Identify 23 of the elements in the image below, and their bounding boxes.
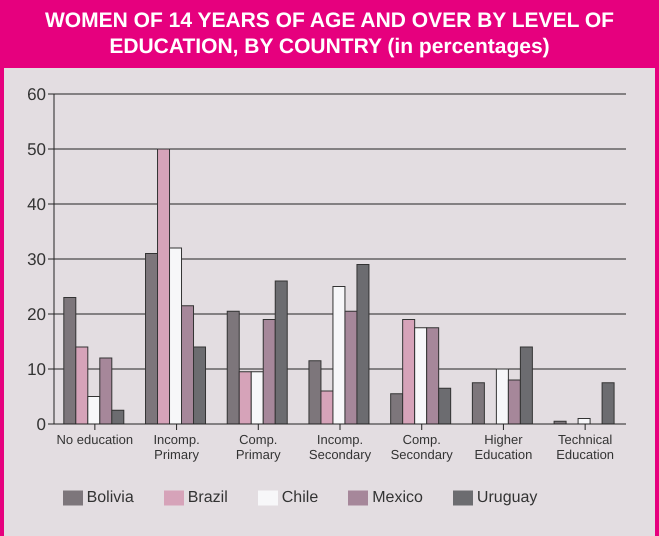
bar (602, 382, 615, 424)
x-tick-label: Technical Education (556, 432, 614, 462)
x-tick-label: Higher Education (474, 432, 532, 462)
legend-label: Bolivia (86, 489, 134, 506)
y-tick-label: 0 (36, 415, 46, 434)
x-tick-label: No education (56, 432, 134, 447)
y-tick-label: 50 (27, 140, 46, 160)
y-tick-label: 20 (27, 305, 46, 324)
bar (578, 418, 591, 424)
x-tick-label: Incomp. Primary (153, 432, 200, 462)
legend-label: Brazil (188, 489, 228, 506)
y-tick-label: 30 (27, 250, 46, 270)
legend-label: Uruguay (476, 489, 538, 506)
y-tick-label: 10 (27, 360, 46, 380)
bar (472, 382, 485, 424)
y-tick-label: 40 (27, 195, 46, 214)
legend-label: Mexico (372, 489, 423, 506)
x-tick-label: Incomp. Secondary (308, 432, 372, 462)
x-tick-label: Comp. Primary (236, 432, 282, 462)
chart-title: WOMEN OF 14 YEARS OF AGE AND OVER BY LEVEL OF EDUCATION, BY COUNTRY (in percentages) (4, 0, 655, 68)
y-tick-label: 60 (27, 85, 46, 104)
x-tick-label: Comp. Secondary (390, 432, 454, 462)
legend-label: Chile (282, 489, 318, 506)
